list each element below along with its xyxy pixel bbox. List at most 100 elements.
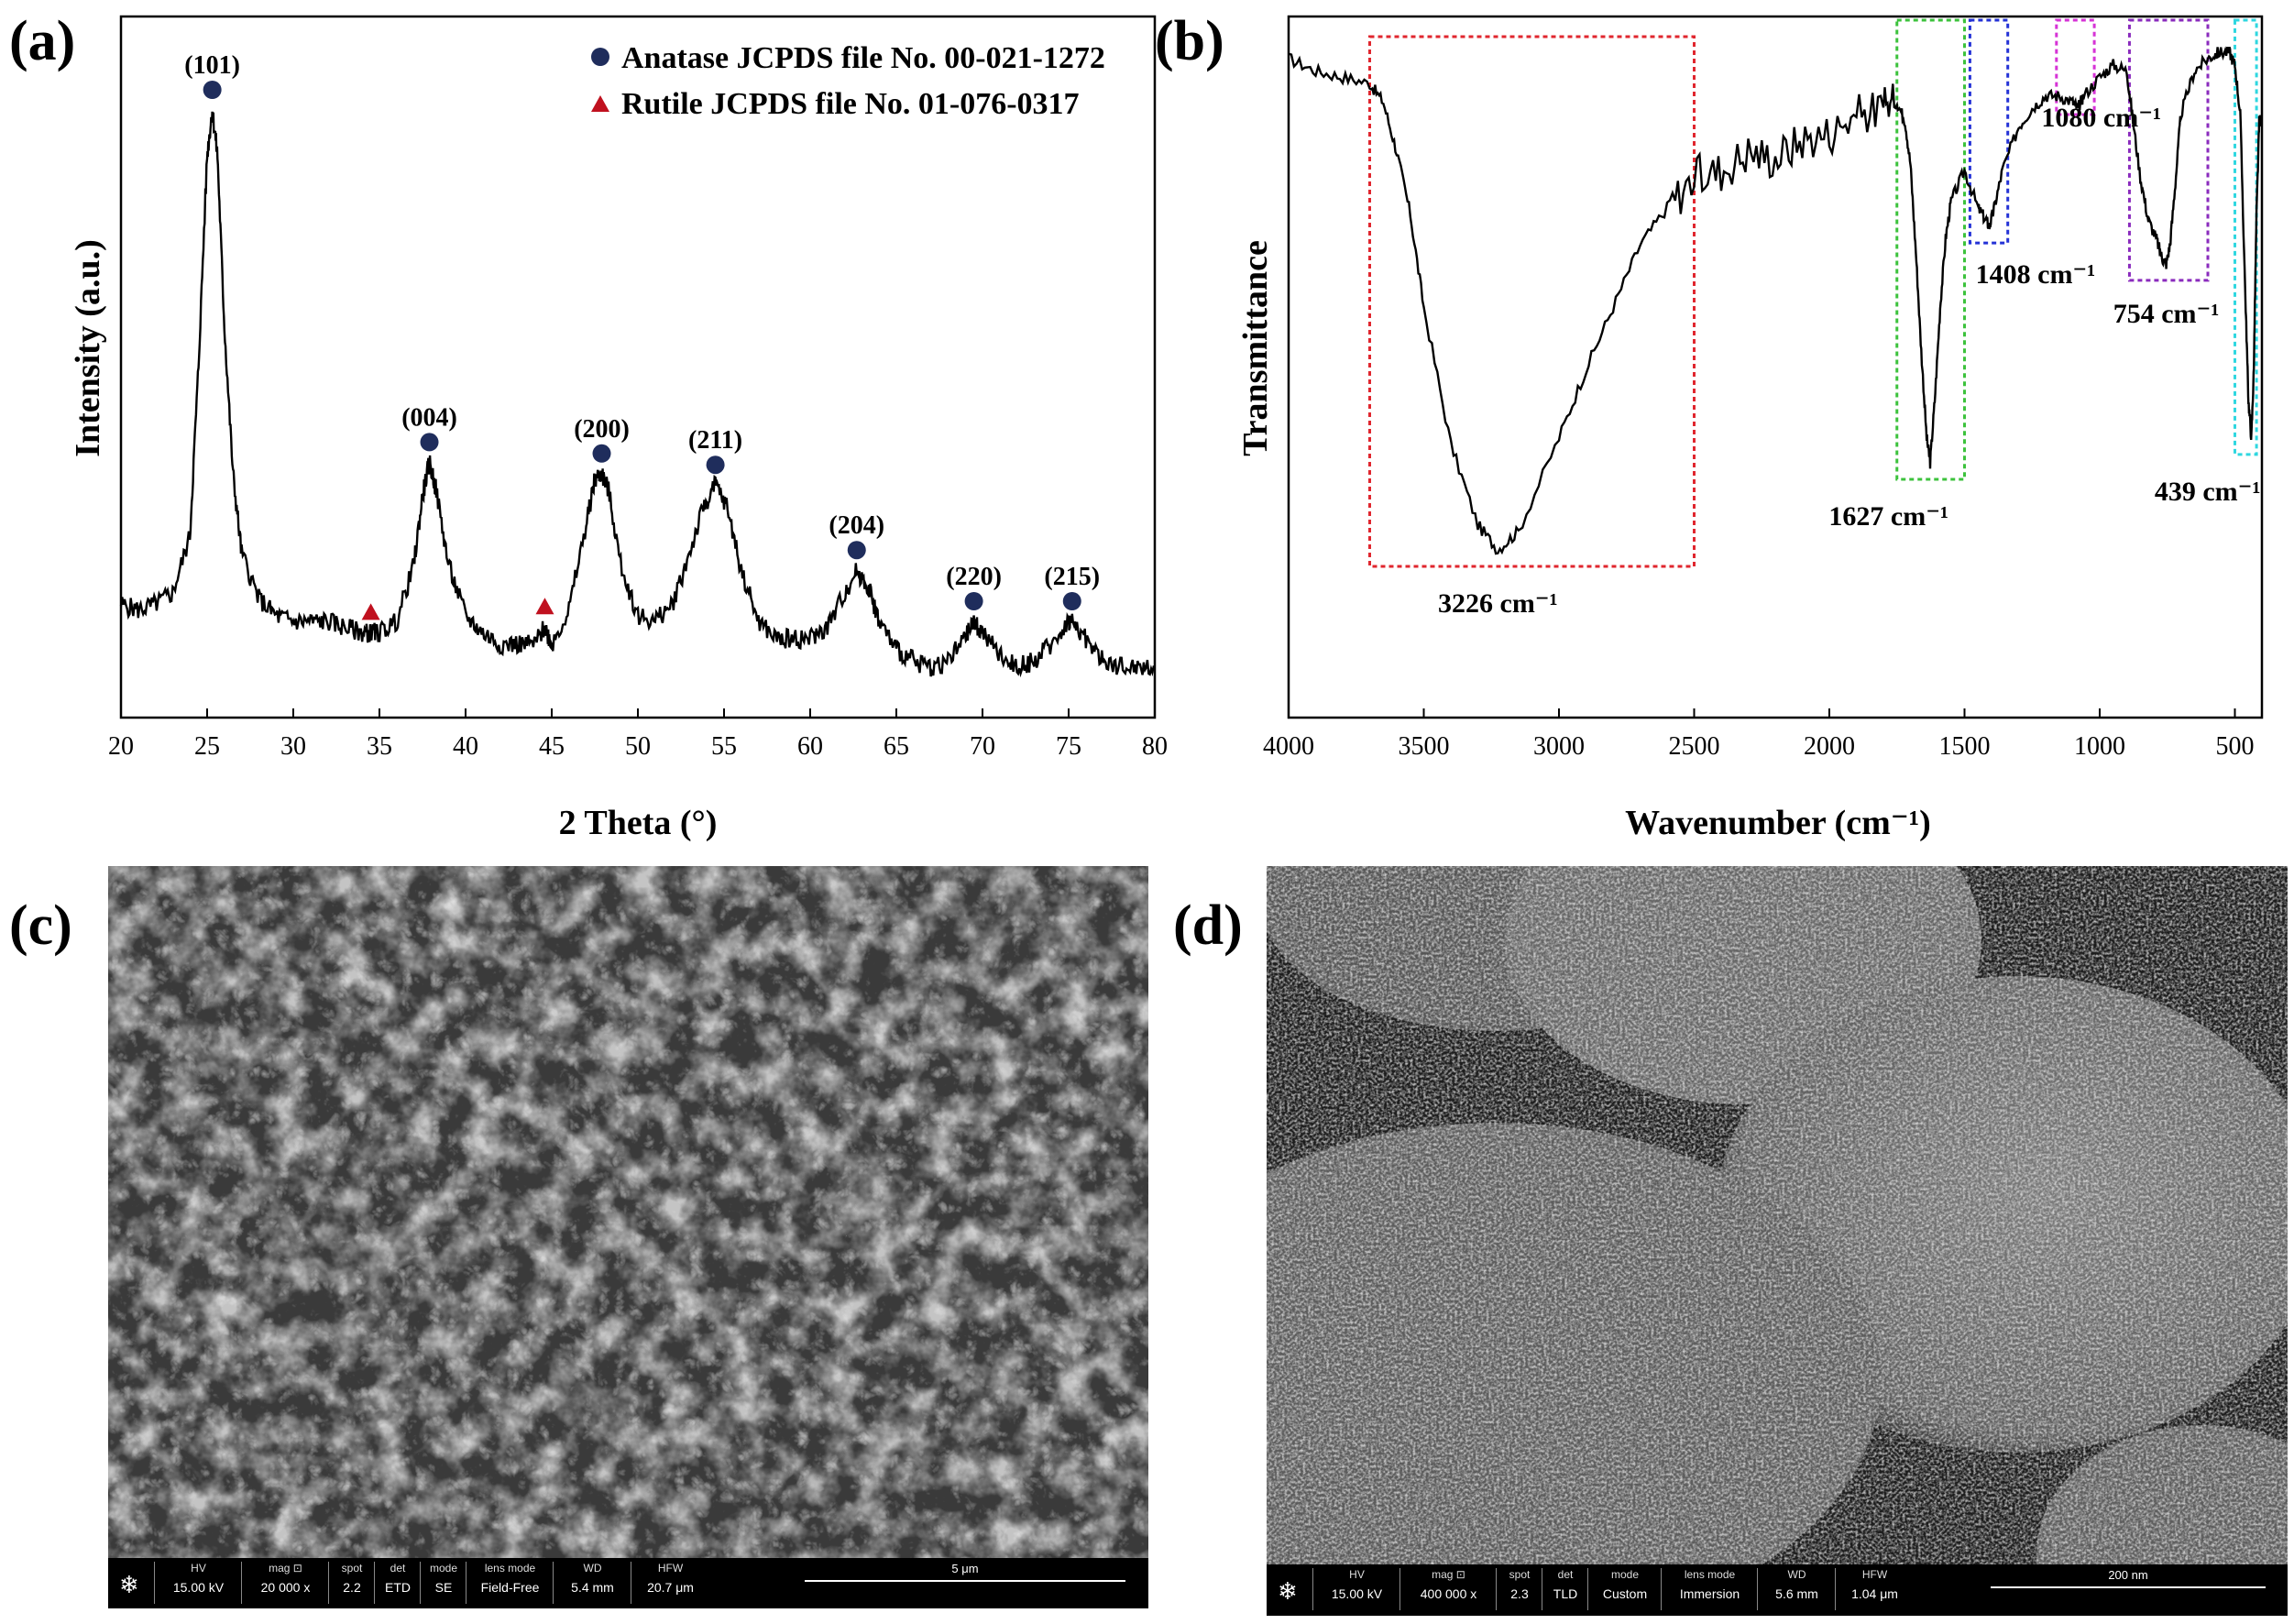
ftir-x-tick-label: 1500 bbox=[1939, 732, 1991, 761]
sem-c-micrograph bbox=[108, 866, 1148, 1608]
ftir-x-ticks: 4000 3500 3000 2500 2000 1500 1000 500 bbox=[1263, 708, 2255, 761]
ftir-band-box bbox=[1968, 18, 2010, 245]
ftir-band-labels: 3226 cm⁻¹ 1627 cm⁻¹ 1408 cm⁻¹ 1080 cm⁻¹ 754 … bbox=[1438, 103, 2260, 619]
sem_c-info-label: mag ⊡ bbox=[269, 1562, 302, 1575]
xrd-x-tick-label: 50 bbox=[625, 732, 651, 761]
sem_c-info-label: lens mode bbox=[484, 1562, 536, 1575]
sem_d-info-field: WD 5.6 mm bbox=[1757, 1568, 1836, 1610]
sem_d-info-label: mode bbox=[1610, 1568, 1640, 1581]
xrd-x-tick-label: 45 bbox=[539, 732, 565, 761]
panel-label-c: (c) bbox=[9, 894, 72, 957]
sem-image-c: ❄ HV 15.00 kV mag ⊡ 20 000 x spot 2.2 det ETD mo… bbox=[108, 866, 1148, 1608]
peak-label: (101) bbox=[184, 51, 240, 80]
sem_c-info-value: 2.2 bbox=[343, 1580, 361, 1595]
sem_c-info-field: mag ⊡ 20 000 x bbox=[241, 1562, 329, 1604]
sem_d-info-field: lens mode Immersion bbox=[1661, 1568, 1758, 1610]
xrd-x-tick-label: 25 bbox=[194, 732, 220, 761]
sem_d-info-label: spot bbox=[1509, 1568, 1531, 1581]
sem_c-info-label: det bbox=[390, 1562, 406, 1575]
ftir-band-box bbox=[1368, 35, 1696, 568]
xrd-x-tick-label: 40 bbox=[453, 732, 478, 761]
anatase-peak-marker bbox=[706, 455, 725, 475]
sem_c-info-value: Field-Free bbox=[480, 1580, 540, 1595]
sem_d-info-label: lens mode bbox=[1684, 1568, 1736, 1581]
sem_d-info-label: HFW bbox=[1861, 1568, 1888, 1581]
xrd-x-axis-label: 2 Theta (°) bbox=[559, 804, 718, 842]
sem_d-info-field: mag ⊡ 400 000 x bbox=[1399, 1568, 1497, 1610]
sem_c-info-field: lens mode Field-Free bbox=[466, 1562, 554, 1604]
ftir-band-label: 754 cm⁻¹ bbox=[2113, 299, 2220, 329]
rutile-peak-marker bbox=[535, 598, 554, 615]
sem_d-info-field: det TLD bbox=[1542, 1568, 1588, 1610]
xrd-x-tick-label: 70 bbox=[970, 732, 995, 761]
ftir-x-tick-label: 4000 bbox=[1263, 732, 1314, 761]
peak-label: (211) bbox=[688, 426, 742, 455]
sem_d-info-value: Custom bbox=[1602, 1586, 1648, 1601]
ftir-band-label: 439 cm⁻¹ bbox=[2155, 477, 2261, 507]
sem_c-info-field: det ETD bbox=[374, 1562, 421, 1604]
xrd-x-tick-label: 65 bbox=[884, 732, 909, 761]
sem_c-info-value: 15.00 kV bbox=[172, 1580, 225, 1595]
ftir-band-box bbox=[2234, 18, 2258, 456]
xrd-y-axis-label: Intensity (a.u.) bbox=[69, 239, 107, 457]
ftir-x-tick-label: 3500 bbox=[1399, 732, 1450, 761]
anatase-peak-marker bbox=[964, 592, 983, 610]
sem_d-info-label: det bbox=[1557, 1568, 1574, 1581]
sem-c-logo-icon: ❄ bbox=[119, 1571, 139, 1598]
sem_d-info-label: WD bbox=[1787, 1568, 1806, 1581]
ftir-band-label: 3226 cm⁻¹ bbox=[1438, 588, 1558, 619]
ftir-x-tick-label: 500 bbox=[2216, 732, 2255, 761]
ftir-x-tick-label: 1000 bbox=[2074, 732, 2125, 761]
xrd-x-ticks: 20 25 30 35 40 45 50 55 60 65 70 75 80 bbox=[108, 708, 1168, 761]
xrd-peak-markers: (101) (004) (200) (211) (204) (220) (215) bbox=[184, 51, 1100, 620]
ftir-band-box bbox=[2055, 18, 2096, 116]
sem_c-info-label: mode bbox=[429, 1562, 458, 1575]
legend-anatase-marker bbox=[591, 48, 609, 66]
anatase-peak-marker bbox=[203, 81, 222, 99]
sem-d-logo-icon: ❄ bbox=[1278, 1577, 1298, 1605]
sem_c-info-value: 20 000 x bbox=[260, 1580, 311, 1595]
rutile-peak-marker bbox=[361, 603, 380, 620]
peak-label: (220) bbox=[946, 563, 1002, 591]
sem_c-info-field: WD 5.4 mm bbox=[553, 1562, 631, 1604]
sem-c-scale-label: 5 μm bbox=[938, 1562, 993, 1575]
anatase-peak-marker bbox=[847, 541, 866, 560]
sem-d-scale-label: 200 nm bbox=[2096, 1568, 2160, 1582]
sem_d-info-field: HFW 1.04 μm bbox=[1835, 1568, 1914, 1610]
sem_d-info-value: TLD bbox=[1553, 1586, 1578, 1601]
panel-label-b: (b) bbox=[1155, 10, 1224, 72]
xrd-chart: 20 25 30 35 40 45 50 55 60 65 70 75 80 (101) (004) (20… bbox=[69, 15, 1168, 842]
peak-label: (204) bbox=[829, 511, 884, 540]
sem-d-scale-bar: 200 nm bbox=[1991, 1568, 2266, 1588]
ftir-chart: 4000 3500 3000 2500 2000 1500 1000 500 3226 cm⁻… bbox=[1236, 15, 2264, 842]
sem_c-info-label: WD bbox=[583, 1562, 602, 1575]
sem_d-info-value: Immersion bbox=[1679, 1586, 1740, 1601]
sem_d-info-value: 2.3 bbox=[1510, 1586, 1529, 1601]
legend-rutile-label: Rutile JCPDS file No. 01-076-0317 bbox=[621, 87, 1080, 121]
anatase-peak-marker bbox=[592, 444, 611, 463]
legend-rutile-marker bbox=[591, 95, 609, 112]
sem_c-info-label: HFW bbox=[657, 1562, 684, 1575]
panel-label-a: (a) bbox=[9, 10, 76, 72]
ftir-band-label: 1408 cm⁻¹ bbox=[1976, 259, 2096, 290]
anatase-peak-marker bbox=[420, 433, 439, 452]
sem_d-info-label: HV bbox=[1349, 1568, 1365, 1581]
anatase-peak-marker bbox=[1062, 592, 1081, 610]
sem_d-info-value: 400 000 x bbox=[1420, 1586, 1477, 1601]
sem-d-info-bar: ❄ HV 15.00 kV mag ⊡ 400 000 x spot 2.3 det TLD m… bbox=[1267, 1564, 2288, 1616]
ftir-band-label: 1080 cm⁻¹ bbox=[2041, 103, 2161, 133]
sem_c-info-value: ETD bbox=[385, 1580, 411, 1595]
sem_d-info-label: mag ⊡ bbox=[1432, 1568, 1465, 1581]
sem_d-info-value: 1.04 μm bbox=[1851, 1586, 1898, 1601]
sem_c-info-value: SE bbox=[434, 1580, 453, 1595]
sem_d-info-field: spot 2.3 bbox=[1496, 1568, 1542, 1610]
xrd-x-tick-label: 60 bbox=[797, 732, 823, 761]
sem_d-info-value: 15.00 kV bbox=[1331, 1586, 1383, 1601]
ftir-band-box bbox=[1895, 18, 1966, 481]
peak-label: (215) bbox=[1044, 563, 1100, 591]
sem_c-info-field: spot 2.2 bbox=[328, 1562, 375, 1604]
sem_d-info-value: 5.6 mm bbox=[1775, 1586, 1818, 1601]
ftir-plot-frame bbox=[1287, 15, 2264, 719]
sem_c-info-label: HV bbox=[191, 1562, 206, 1575]
peak-label: (004) bbox=[401, 403, 457, 432]
